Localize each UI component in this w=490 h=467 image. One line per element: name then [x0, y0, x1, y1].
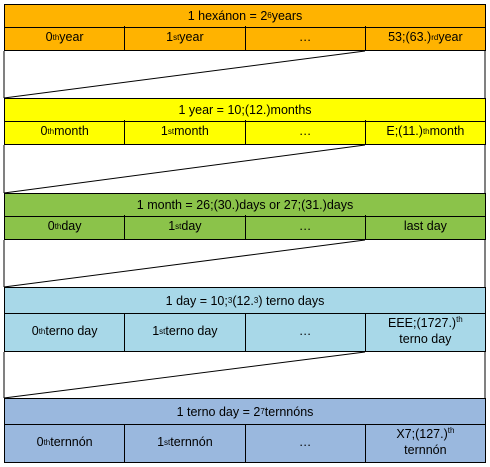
band-month: 1 month = 26;(30.)days or 27;(31.)days 0… — [4, 193, 486, 240]
title-text: ) terno days — [258, 293, 325, 308]
connector-line — [3, 239, 366, 288]
connector-line — [3, 50, 366, 99]
title-text: 1 year = 10;(12.)months — [178, 103, 312, 117]
cell-text: 53;(63.) — [388, 30, 432, 45]
title-text: (12. — [232, 293, 254, 308]
cell-text: 1 — [152, 324, 160, 339]
cell-text: terno day — [399, 332, 452, 346]
band-title: 1 day = 10; 3 (12. 3) terno days — [5, 288, 485, 314]
cell-text: 1 — [157, 435, 165, 450]
title-text: years — [271, 9, 303, 23]
cell-text: … — [298, 124, 312, 139]
cell-text: 1 — [168, 219, 176, 234]
cell-ellipsis: … — [246, 424, 366, 462]
cell-ellipsis: … — [246, 26, 366, 50]
cell-text: ternnón — [170, 435, 213, 450]
cell-text: … — [298, 30, 312, 45]
cell-text: … — [298, 324, 312, 339]
cell-text: 0 — [45, 30, 53, 45]
cell-text: 0 — [31, 324, 39, 339]
cell-ellipsis: … — [246, 120, 366, 144]
cell: 53;(63.) rd year — [388, 30, 463, 45]
cell-text: year — [59, 30, 84, 45]
cell-text: year — [179, 30, 204, 45]
cell-text: … — [298, 219, 312, 234]
cell: X7;(127.)th ternnón — [366, 424, 485, 462]
title-text: 1 month = 26;(30.)days or 27;(31.)days — [136, 198, 354, 212]
cell-text: terno day — [165, 324, 218, 339]
cell-text: month — [429, 124, 465, 139]
cell-text: day — [61, 219, 82, 234]
cell: E;(11.) th month — [386, 124, 465, 139]
cell-text: year — [438, 30, 463, 45]
cell-text: 1 — [166, 30, 174, 45]
ordinal-suffix: th — [447, 426, 455, 436]
cell-text: ternnón — [404, 443, 447, 457]
title-text: 1 day = 10; — [165, 293, 228, 308]
cell-text: 0 — [47, 219, 55, 234]
title-text: ternnóns — [264, 404, 314, 419]
cell-text: month — [174, 124, 209, 139]
cell-text: E;(11.) — [386, 124, 423, 139]
cell-text: last day — [403, 219, 447, 234]
ordinal-suffix: th — [456, 315, 463, 325]
cell-text: 0 — [36, 435, 44, 450]
cell-ellipsis: … — [246, 215, 366, 239]
cell-text: X7;(127.) — [396, 427, 448, 442]
connector-line — [3, 144, 366, 194]
title-text: 1 terno day = 2 — [176, 404, 261, 419]
cell-text: 0 — [40, 124, 48, 139]
cell-text: EEE;(1727.) — [387, 316, 457, 331]
band-title: 1 year = 10;(12.)months — [5, 99, 485, 122]
cell-text: month — [54, 124, 89, 139]
connector-line — [3, 351, 366, 399]
title-text: 1 hexánon = 2 — [187, 9, 268, 23]
cell-text: … — [298, 435, 312, 450]
band-title: 1 month = 26;(30.)days or 27;(31.)days — [5, 194, 485, 217]
cell-text: day — [181, 219, 202, 234]
cell: last day — [366, 215, 485, 239]
cell-ellipsis: … — [246, 313, 366, 351]
cell-text: terno day — [45, 324, 98, 339]
cell-text: ternnón — [50, 435, 93, 450]
cell: EEE;(1727.)th terno day — [366, 313, 485, 351]
cell-text: 1 — [160, 124, 168, 139]
